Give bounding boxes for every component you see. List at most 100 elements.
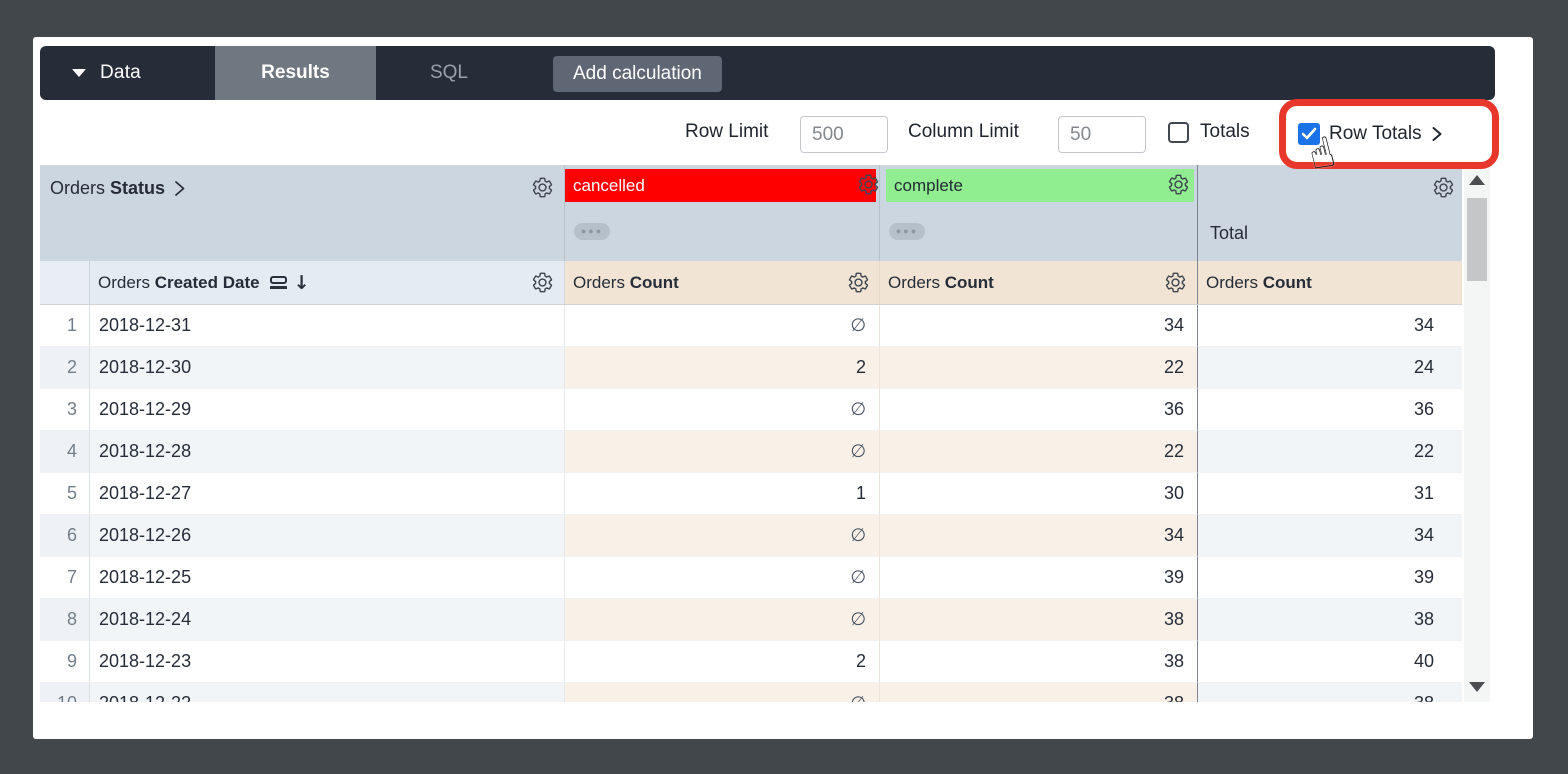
column-limit-input[interactable] — [1058, 116, 1146, 153]
group-sort-icon[interactable] — [269, 276, 287, 289]
data-menu[interactable]: Data — [40, 46, 215, 100]
date-cell[interactable]: 2018-12-24 — [90, 599, 565, 641]
complete-count-cell[interactable]: 38 — [880, 683, 1198, 702]
cancelled-count-cell[interactable]: ∅ — [565, 389, 880, 431]
pivot-more-options-button[interactable]: ●●● — [574, 223, 610, 240]
row-total-cell[interactable]: 38 — [1198, 599, 1462, 641]
complete-count-cell[interactable]: 39 — [880, 557, 1198, 599]
cancelled-count-cell[interactable]: ∅ — [565, 515, 880, 557]
row-total-cell[interactable]: 39 — [1198, 557, 1462, 599]
row-limit-input[interactable] — [800, 116, 888, 153]
row-number: 4 — [40, 431, 90, 473]
totals-checkbox[interactable] — [1168, 122, 1189, 143]
scrollbar-thumb[interactable] — [1467, 198, 1487, 281]
complete-count-cell[interactable]: 22 — [880, 431, 1198, 473]
tab-results[interactable]: Results — [215, 46, 376, 100]
date-cell[interactable]: 2018-12-30 — [90, 347, 565, 389]
pivot-field-name: Status — [110, 178, 166, 198]
gear-icon[interactable] — [531, 176, 554, 199]
gear-icon[interactable] — [1167, 173, 1190, 196]
pivot-value-cancelled-cell: cancelled ●●● — [565, 165, 880, 261]
vertical-scrollbar[interactable] — [1464, 165, 1490, 702]
triangle-up-icon — [1469, 175, 1485, 185]
measure-prefix: Orders — [573, 272, 625, 292]
row-number: 9 — [40, 641, 90, 683]
date-cell[interactable]: 2018-12-31 — [90, 305, 565, 347]
complete-count-cell[interactable]: 38 — [880, 599, 1198, 641]
gear-icon[interactable] — [531, 271, 554, 294]
cancelled-count-cell[interactable]: ∅ — [565, 683, 880, 702]
triangle-down-icon — [1469, 682, 1485, 692]
measure-header-cancelled[interactable]: Orders Count — [565, 261, 880, 304]
scroll-down-button[interactable] — [1464, 674, 1490, 700]
add-calculation-button[interactable]: Add calculation — [553, 56, 722, 92]
row-total-cell[interactable]: 36 — [1198, 389, 1462, 431]
gear-icon[interactable] — [847, 271, 870, 294]
cancelled-count-cell[interactable]: 2 — [565, 347, 880, 389]
complete-count-cell[interactable]: 22 — [880, 347, 1198, 389]
gear-icon[interactable] — [1432, 176, 1455, 199]
explorer-toolbar: Data Results SQL Add calculation — [40, 46, 1495, 100]
row-total-header-cell: Total — [1198, 165, 1462, 261]
date-cell[interactable]: 2018-12-27 — [90, 473, 565, 515]
checkmark-icon — [1301, 127, 1317, 140]
row-number: 1 — [40, 305, 90, 347]
complete-count-cell[interactable]: 38 — [880, 641, 1198, 683]
pivot-value-cancelled-chip[interactable]: cancelled — [565, 169, 879, 202]
gear-icon[interactable] — [857, 173, 880, 196]
table-row: 7 2018-12-25 ∅ 39 39 — [40, 557, 1462, 599]
dimension-header-cell[interactable]: Orders Created Date ↓ — [90, 261, 565, 304]
pivot-field-title[interactable]: Orders Status — [50, 178, 186, 199]
row-totals-checkbox[interactable] — [1298, 123, 1320, 145]
results-panel: Data Results SQL Add calculation Row Lim… — [33, 37, 1533, 739]
table-row: 4 2018-12-28 ∅ 22 22 — [40, 431, 1462, 473]
row-number-header-cell — [40, 261, 90, 304]
date-cell[interactable]: 2018-12-29 — [90, 389, 565, 431]
totals-label: Totals — [1200, 121, 1250, 142]
chevron-right-icon — [175, 181, 185, 196]
date-cell[interactable]: 2018-12-25 — [90, 557, 565, 599]
cancelled-count-cell[interactable]: 1 — [565, 473, 880, 515]
row-total-cell[interactable]: 31 — [1198, 473, 1462, 515]
row-number: 3 — [40, 389, 90, 431]
cancelled-count-cell[interactable]: ∅ — [565, 305, 880, 347]
cancelled-count-cell[interactable]: ∅ — [565, 599, 880, 641]
pivot-field-header-cell: Orders Status — [40, 165, 565, 261]
row-total-cell[interactable]: 34 — [1198, 515, 1462, 557]
cancelled-count-cell[interactable]: ∅ — [565, 557, 880, 599]
complete-count-cell[interactable]: 30 — [880, 473, 1198, 515]
row-number: 8 — [40, 599, 90, 641]
cancelled-count-cell[interactable]: ∅ — [565, 431, 880, 473]
date-cell[interactable]: 2018-12-26 — [90, 515, 565, 557]
row-number: 10 — [40, 683, 90, 702]
measure-header-total[interactable]: Orders Count — [1198, 261, 1462, 304]
date-cell[interactable]: 2018-12-23 — [90, 641, 565, 683]
column-limit-label: Column Limit — [908, 121, 1019, 142]
tab-sql[interactable]: SQL — [429, 62, 469, 83]
measure-header-complete[interactable]: Orders Count — [880, 261, 1198, 304]
pivot-more-options-button[interactable]: ●●● — [889, 223, 925, 240]
table-row: 2 2018-12-30 2 22 24 — [40, 347, 1462, 389]
gear-icon[interactable] — [1164, 271, 1187, 294]
pivot-value-complete-cell: complete ●●● — [880, 165, 1198, 261]
scroll-up-button[interactable] — [1464, 167, 1490, 193]
complete-count-cell[interactable]: 34 — [880, 305, 1198, 347]
row-total-cell[interactable]: 24 — [1198, 347, 1462, 389]
row-total-cell[interactable]: 40 — [1198, 641, 1462, 683]
date-cell[interactable]: 2018-12-22 — [90, 683, 565, 702]
row-total-cell[interactable]: 38 — [1198, 683, 1462, 702]
chevron-right-icon[interactable] — [1431, 126, 1443, 142]
sort-descending-arrow-icon[interactable]: ↓ — [293, 271, 310, 294]
table-row: 5 2018-12-27 1 30 31 — [40, 473, 1462, 515]
row-total-cell[interactable]: 34 — [1198, 305, 1462, 347]
row-number: 2 — [40, 347, 90, 389]
pivot-value-complete-chip[interactable]: complete — [886, 169, 1194, 202]
complete-count-cell[interactable]: 34 — [880, 515, 1198, 557]
pivot-field-prefix: Orders — [50, 178, 106, 198]
complete-count-cell[interactable]: 36 — [880, 389, 1198, 431]
row-totals-label: Row Totals — [1329, 123, 1422, 144]
date-cell[interactable]: 2018-12-28 — [90, 431, 565, 473]
measure-name: Count — [629, 272, 679, 292]
row-total-cell[interactable]: 22 — [1198, 431, 1462, 473]
cancelled-count-cell[interactable]: 2 — [565, 641, 880, 683]
